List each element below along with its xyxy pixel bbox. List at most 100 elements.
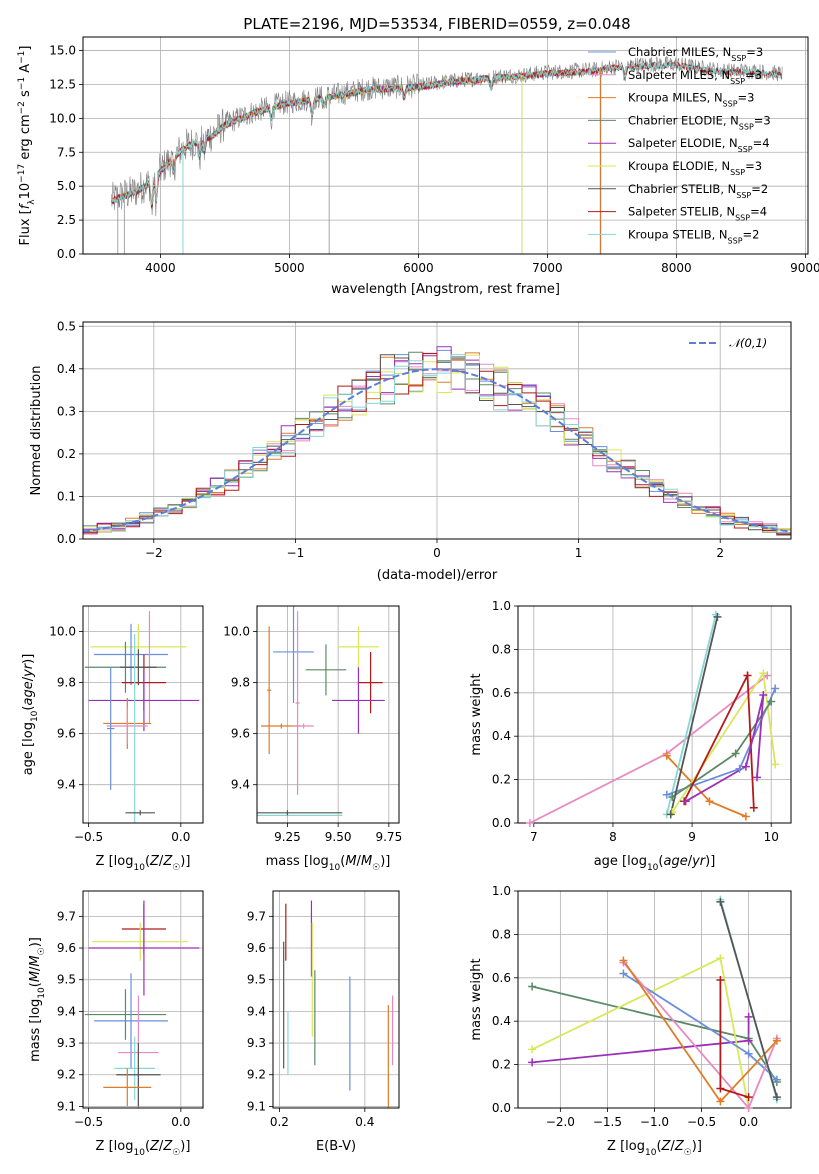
x-tick-label: 9.50 <box>325 830 352 844</box>
y-tick-label: 0.8 <box>492 642 511 656</box>
x-tick-label: −0.5 <box>74 830 103 844</box>
weight-marker <box>744 1093 753 1102</box>
y-tick-label: 9.4 <box>57 778 76 792</box>
x-axis-label: Z [log10(Z/Z☉)] <box>96 854 191 873</box>
weight-marker <box>528 1058 537 1067</box>
y-tick-label: 12.5 <box>49 77 76 91</box>
axes-frame <box>517 890 792 1109</box>
weight-marker <box>681 797 690 806</box>
x-tick-label: −0.5 <box>74 1115 103 1129</box>
x-tick-label: 0.2 <box>270 1115 289 1129</box>
y-tick-label: 9.7 <box>57 909 76 923</box>
grid-lines <box>257 606 399 823</box>
y-tick-label: 9.2 <box>247 1068 266 1082</box>
y-tick-label: 9.3 <box>57 1036 76 1050</box>
x-tick-label: 0.0 <box>171 1115 190 1129</box>
x-axis-label: age [log10(age/yr)] <box>594 854 716 873</box>
y-tick-label: 0.5 <box>57 319 76 333</box>
x-tick-label: −1.0 <box>640 1115 669 1129</box>
y-axis-label: age [log10(age/yr)] <box>21 654 40 776</box>
axes-frame <box>256 605 400 824</box>
legend-label: Chabrier ELODIE, NSSP=3 <box>628 113 771 130</box>
plot-area <box>110 55 783 254</box>
x-tick-label: −2 <box>145 546 163 560</box>
age-vs-mass-panel: 9.25 9.50 9.75 9.4 9.6 9.8 10.0 mass [log10(M/M… <box>223 605 402 873</box>
y-tick-label: 9.8 <box>231 676 250 690</box>
weight-marker <box>741 812 750 821</box>
y-tick-label: 0.2 <box>57 447 76 461</box>
y-tick-label: 0.6 <box>492 686 511 700</box>
plot-area <box>257 606 385 818</box>
x-tick-label: 9000 <box>790 261 819 275</box>
y-tick-label: 15.0 <box>49 44 76 58</box>
axes-frame <box>82 36 809 255</box>
y-axis-label: mass weight <box>469 673 484 755</box>
mass-vs-ebv-panel: 0.2 0.4 9.1 9.2 9.3 9.4 9.5 9.6 9.7 E(B-V) <box>247 890 400 1154</box>
y-tick-label: 0.2 <box>492 773 511 787</box>
model-spectrum-kroupa-stelib <box>110 61 782 206</box>
legend-label: Kroupa STELIB, NSSP=2 <box>628 227 759 245</box>
x-axis-label: Z [log10(Z/Z☉)] <box>96 1139 191 1158</box>
weight-marker <box>716 1097 725 1106</box>
x-tick-label: 0.0 <box>171 830 190 844</box>
y-tick-label: 0.0 <box>492 1101 511 1115</box>
axes-frame <box>82 890 204 1109</box>
y-tick-label: 9.6 <box>57 727 76 741</box>
x-tick-label: 0.0 <box>739 1115 758 1129</box>
weight-marker <box>528 1045 537 1054</box>
weight-marker <box>666 810 675 819</box>
y-tick-label: 0.1 <box>57 489 76 503</box>
y-tick-label: 9.6 <box>231 727 250 741</box>
y-tick-label: 10.0 <box>223 625 250 639</box>
x-tick-label: 6000 <box>403 261 434 275</box>
weight-marker <box>716 954 725 963</box>
weight-marker <box>744 1104 753 1112</box>
plot-area <box>84 900 200 1108</box>
weight-marker <box>528 982 537 991</box>
y-tick-label: 1.0 <box>492 884 511 898</box>
weight-marker <box>716 897 725 906</box>
y-tick-label: 0.0 <box>57 247 76 261</box>
x-tick-label: −2.0 <box>546 1115 575 1129</box>
x-tick-label: 10 <box>764 830 779 844</box>
weight-marker <box>759 690 768 699</box>
weight-marker <box>662 751 671 760</box>
y-tick-label: 10.0 <box>49 111 76 125</box>
weight-line-kroupa-stelib <box>665 614 717 815</box>
y-tick-label: 10.0 <box>49 625 76 639</box>
grid-lines <box>83 606 203 823</box>
y-tick-label: 5.0 <box>57 179 76 193</box>
weight-marker <box>772 1036 781 1045</box>
y-tick-label: 0.6 <box>492 971 511 985</box>
y-tick-label: 9.7 <box>247 909 266 923</box>
y-tick-label: 1.0 <box>492 599 511 613</box>
weight-marker <box>767 697 776 706</box>
weight-marker <box>713 612 722 621</box>
y-tick-label: 9.2 <box>57 1068 76 1082</box>
weight-marker <box>743 671 752 680</box>
weight-marker <box>744 1036 753 1045</box>
x-axis-label: (data-model)/error <box>377 568 498 583</box>
x-tick-label: −0.5 <box>687 1115 716 1129</box>
x-tick-label: 4000 <box>145 261 176 275</box>
x-axis-label: Z [log10(Z/Z☉)] <box>607 1139 702 1158</box>
y-tick-label: 0.4 <box>492 729 511 743</box>
x-axis-label: wavelength [Angstrom, rest frame] <box>331 282 560 297</box>
y-tick-label: 9.8 <box>57 676 76 690</box>
y-tick-label: 9.6 <box>57 941 76 955</box>
y-tick-label: 2.5 <box>57 213 76 227</box>
weight-line-chabrier-stelib <box>669 616 719 815</box>
x-tick-label: 8 <box>609 830 617 844</box>
weight-marker <box>772 1075 781 1084</box>
y-tick-label: 9.4 <box>231 778 250 792</box>
weight-marker <box>771 684 780 693</box>
weight-marker <box>668 792 677 801</box>
legend-label: Chabrier STELIB, NSSP=2 <box>628 182 768 200</box>
y-tick-label: 9.5 <box>247 973 266 987</box>
plot-area <box>84 611 200 823</box>
y-tick-label: 0.3 <box>57 404 76 418</box>
grid-lines <box>83 891 203 1108</box>
y-tick-label: 9.5 <box>57 973 76 987</box>
x-axis-label: mass [log10(M/M☉)] <box>266 854 391 873</box>
